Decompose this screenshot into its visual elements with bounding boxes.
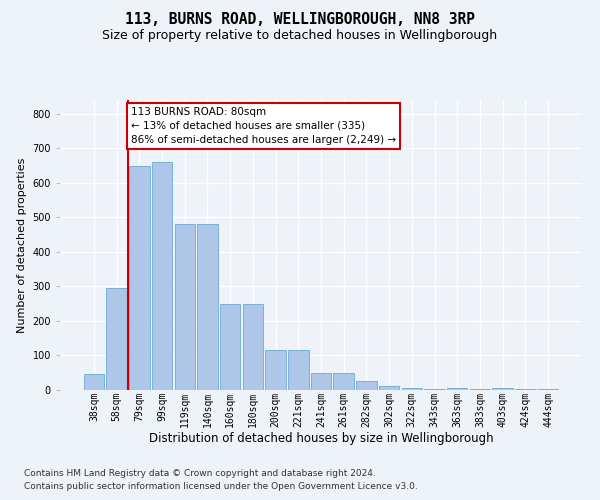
Bar xyxy=(424,389,445,390)
Bar xyxy=(493,388,513,390)
Bar xyxy=(470,389,490,390)
Bar xyxy=(288,350,308,390)
Bar xyxy=(242,304,263,390)
Bar xyxy=(334,372,354,390)
Text: Contains public sector information licensed under the Open Government Licence v3: Contains public sector information licen… xyxy=(24,482,418,491)
X-axis label: Distribution of detached houses by size in Wellingborough: Distribution of detached houses by size … xyxy=(149,432,493,445)
Bar xyxy=(175,224,195,390)
Text: 113, BURNS ROAD, WELLINGBOROUGH, NN8 3RP: 113, BURNS ROAD, WELLINGBOROUGH, NN8 3RP xyxy=(125,12,475,28)
Bar xyxy=(106,288,127,390)
Bar xyxy=(379,386,400,390)
Bar xyxy=(197,224,218,390)
Y-axis label: Number of detached properties: Number of detached properties xyxy=(17,158,27,332)
Bar xyxy=(220,304,241,390)
Bar xyxy=(152,162,172,390)
Bar xyxy=(401,388,422,390)
Bar xyxy=(84,374,104,390)
Bar xyxy=(311,372,331,390)
Text: Contains HM Land Registry data © Crown copyright and database right 2024.: Contains HM Land Registry data © Crown c… xyxy=(24,468,376,477)
Bar xyxy=(129,166,149,390)
Text: Size of property relative to detached houses in Wellingborough: Size of property relative to detached ho… xyxy=(103,29,497,42)
Bar xyxy=(265,350,286,390)
Bar xyxy=(356,382,377,390)
Bar xyxy=(447,388,467,390)
Text: 113 BURNS ROAD: 80sqm
← 13% of detached houses are smaller (335)
86% of semi-det: 113 BURNS ROAD: 80sqm ← 13% of detached … xyxy=(131,107,396,145)
